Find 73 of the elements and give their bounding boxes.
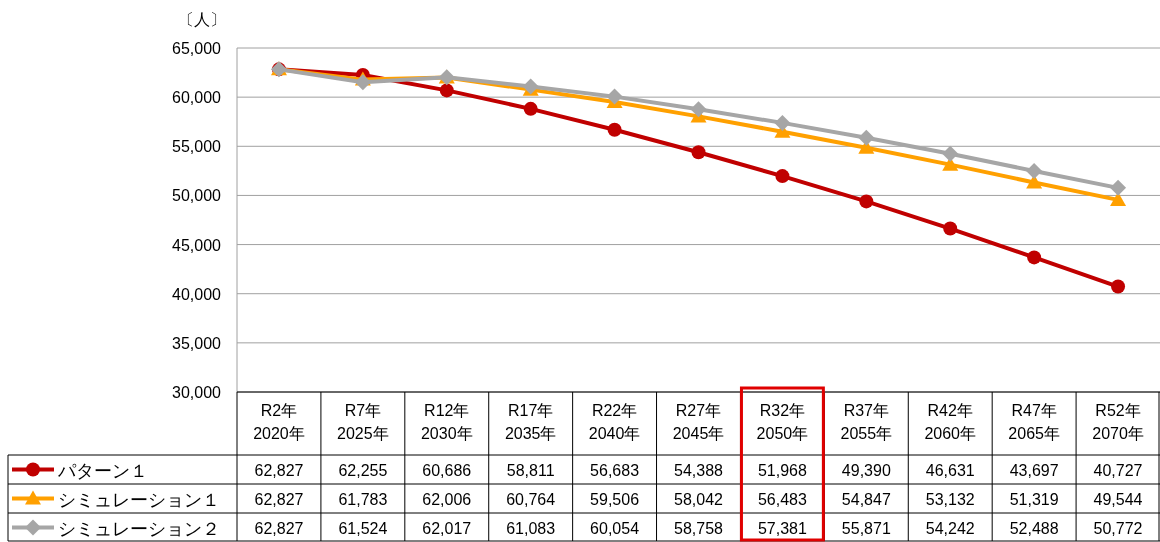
point [439, 83, 454, 98]
data-label: 62,827 [254, 461, 304, 479]
data-label: 43,697 [1009, 461, 1059, 479]
data-label: 58,758 [674, 519, 724, 537]
data-label: 62,017 [422, 519, 472, 537]
point [942, 145, 959, 162]
point [1111, 279, 1126, 294]
data-label: 61,524 [338, 519, 388, 537]
data-label: 62,827 [254, 519, 304, 537]
point [690, 101, 707, 118]
data-label: 51,968 [757, 461, 807, 479]
x-tick-label: R37年 2055年 [840, 402, 893, 442]
y-axis-title: 〔人〕 [178, 11, 226, 28]
y-tick-label: 45,000 [172, 236, 222, 254]
point [774, 114, 791, 131]
legend-label: シミュレーション２ [58, 518, 220, 539]
point [1110, 179, 1127, 196]
x-tick-label: R22年 2040年 [588, 402, 641, 442]
y-tick-label: 65,000 [172, 40, 222, 57]
x-tick-label: R2年 2020年 [253, 402, 305, 442]
data-label: 54,847 [841, 490, 891, 508]
x-tick-label: R42年 2060年 [924, 402, 977, 442]
y-tick-label: 35,000 [172, 334, 222, 352]
data-label: 60,686 [422, 461, 472, 479]
data-label: 49,544 [1093, 490, 1143, 508]
point [354, 74, 371, 91]
point [1026, 162, 1043, 179]
data-label: 62,255 [338, 461, 388, 479]
x-tick-label: R52年 2070年 [1092, 402, 1144, 442]
data-label: 50,772 [1093, 519, 1143, 537]
data-label: 61,083 [506, 519, 556, 537]
point [859, 194, 874, 209]
data-label: 60,054 [590, 519, 640, 537]
data-label: 46,631 [925, 461, 975, 479]
data-label: 62,006 [422, 490, 472, 508]
data-label: 58,042 [674, 490, 724, 508]
x-tick-label: R27年 2045年 [672, 402, 725, 442]
data-label: 52,488 [1009, 519, 1059, 537]
data-label: 58,811 [506, 461, 555, 479]
data-label: 55,871 [841, 519, 891, 537]
x-tick-label: R17年 2035年 [504, 402, 557, 442]
data-label: 53,132 [925, 490, 975, 508]
data-label: 51,319 [1009, 490, 1059, 508]
data-label: 40,727 [1093, 461, 1143, 479]
data-label: 54,388 [674, 461, 724, 479]
data-label: 56,683 [590, 461, 640, 479]
data-label: 59,506 [590, 490, 640, 508]
data-label: 62,827 [254, 490, 304, 508]
x-tick-label: R47年 2065年 [1008, 402, 1060, 442]
y-tick-label: 30,000 [172, 384, 222, 401]
point [606, 88, 623, 105]
x-tick-label: R32年 2050年 [756, 402, 809, 442]
y-tick-label: 60,000 [172, 89, 222, 107]
data-label: 61,783 [338, 490, 388, 508]
point [943, 221, 958, 236]
data-label: 57,381 [757, 519, 807, 537]
y-tick-label: 40,000 [172, 285, 222, 303]
point [607, 122, 622, 137]
point [523, 101, 538, 116]
point [775, 169, 790, 184]
x-tick-label: R12年 2030年 [420, 402, 473, 442]
legend-label: パターン１ [57, 460, 148, 481]
legend-label: シミュレーション１ [58, 489, 220, 510]
y-tick-label: 55,000 [172, 138, 222, 156]
x-tick-label: R7年 2025年 [337, 402, 389, 442]
point [1027, 250, 1042, 265]
data-label: 49,390 [841, 461, 891, 479]
data-label: 54,242 [925, 519, 975, 537]
data-label: 56,483 [757, 490, 807, 508]
data-label: 60,764 [506, 490, 556, 508]
y-tick-label: 50,000 [172, 187, 222, 205]
point [691, 145, 706, 160]
point [858, 129, 875, 146]
